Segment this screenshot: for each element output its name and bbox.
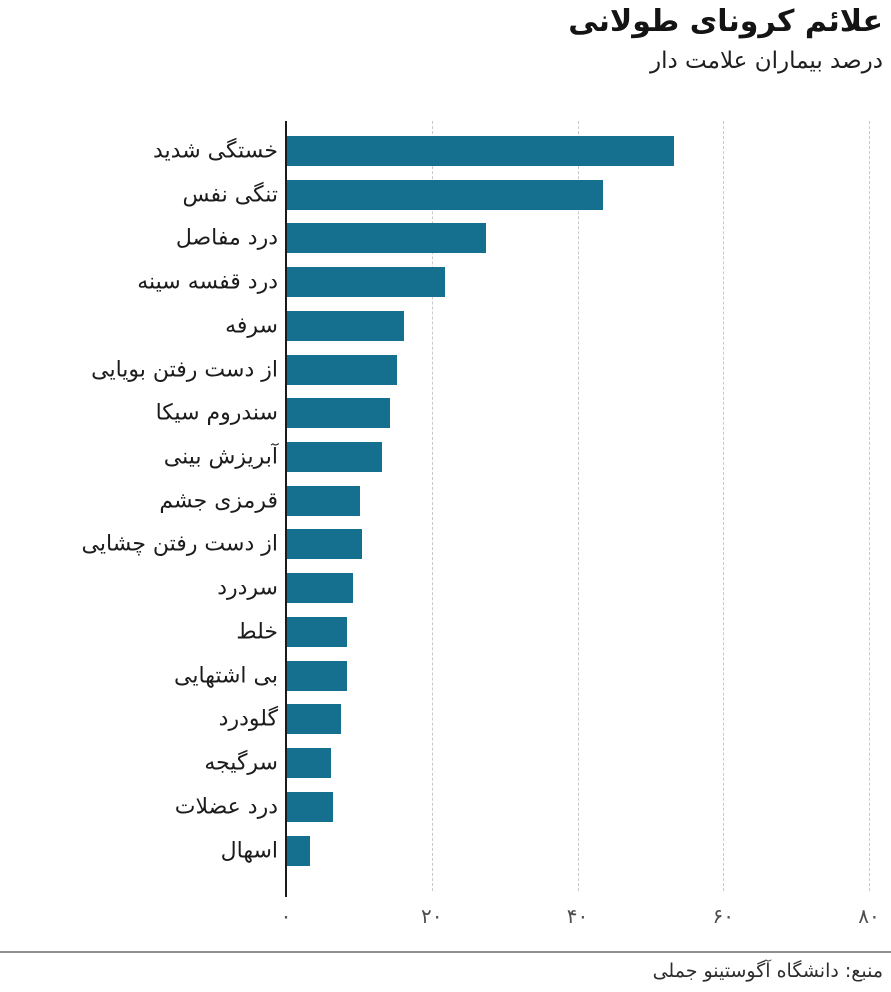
category-label: درد قفسه سینه (137, 269, 278, 295)
gridline-20 (431, 121, 433, 891)
bar (287, 835, 311, 866)
bar (287, 310, 404, 341)
category-label: سرفه (225, 313, 278, 339)
category-label: درد مفاصل (175, 225, 278, 251)
chart-subtitle: درصد بیماران علامت دار (649, 47, 883, 74)
chart-header: علائم کرونای طولانی درصد بیماران علامت د… (8, 2, 883, 76)
bar (287, 179, 604, 210)
chart-title: علائم کرونای طولانی (568, 4, 883, 39)
y-axis-line (285, 121, 287, 897)
x-tick-label: ۸۰ (858, 904, 880, 928)
x-tick-label: ۴۰ (566, 904, 589, 928)
category-label: سردرد (217, 575, 278, 601)
category-label: قرمزی جشم (159, 488, 278, 514)
x-tick-label: ۶۰ (712, 904, 734, 928)
bar (287, 573, 354, 604)
category-label: گلودرد (218, 706, 278, 732)
bar (287, 791, 333, 822)
gridline-60 (723, 121, 725, 891)
source-credit: منبع: دانشگاه آگوستینو جملی (652, 960, 883, 982)
bar (287, 616, 347, 647)
bar (287, 267, 446, 298)
category-label: آبریزش بینی (163, 444, 278, 470)
bar (287, 660, 348, 691)
category-label: از دست رفتن بویایی (91, 357, 278, 383)
bar (287, 529, 363, 560)
bar (287, 442, 383, 473)
footer-divider (0, 951, 891, 953)
gridline-40 (577, 121, 579, 891)
category-label: خلط (236, 619, 278, 645)
category-label: اسهال (220, 838, 278, 864)
bar (287, 704, 341, 735)
category-label: سندروم سیکا (155, 400, 278, 426)
category-label: خستگی شدید (153, 138, 278, 164)
bar (287, 485, 360, 516)
bar (287, 223, 486, 254)
category-label: درد عضلات (174, 794, 278, 820)
category-label: از دست رفتن چشایی (81, 531, 278, 557)
gridline-80 (869, 121, 870, 891)
category-label: تنگی نفس (182, 182, 278, 208)
x-tick-label: ۰ (280, 904, 292, 928)
bar (287, 136, 674, 166)
bar (287, 748, 332, 779)
category-label: سرگیجه (204, 750, 278, 776)
category-label: بی اشتهایی (174, 663, 278, 689)
bar (287, 398, 391, 429)
bar (287, 354, 398, 385)
x-tick-label: ۲۰ (421, 904, 443, 928)
